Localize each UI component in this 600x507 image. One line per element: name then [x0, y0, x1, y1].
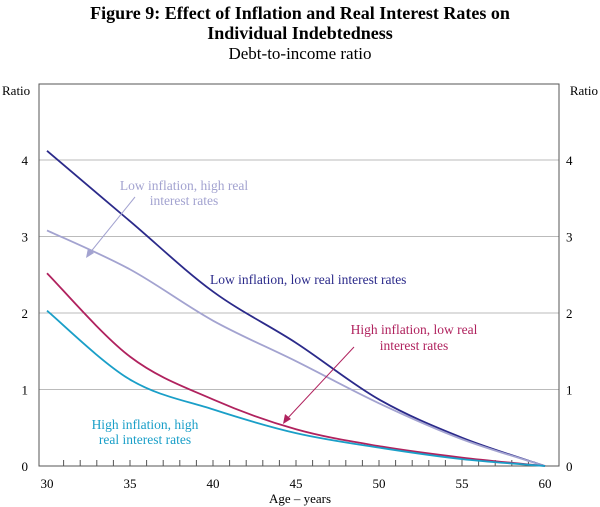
x-tick-label: 60 [539, 476, 552, 491]
series-line-0 [46, 150, 546, 467]
y-tick-label-left: 2 [22, 306, 29, 321]
y-axis-label-right: Ratio [570, 83, 598, 98]
y-tick-label-right: 1 [566, 383, 573, 398]
svg-text:High inflation, low real: High inflation, low real [351, 322, 478, 337]
series-line-1 [46, 229, 546, 467]
annotation-high-inflation-low-real: High inflation, low real interest rates [283, 322, 478, 424]
y-axis-label-left: Ratio [2, 83, 30, 98]
chart-title-line2: Individual Indebtedness [207, 23, 393, 43]
series-line-3 [46, 310, 546, 467]
x-tick-label: 45 [290, 476, 303, 491]
annotation-low-inflation-low-real: Low inflation, low real interest rates [210, 272, 406, 287]
plot-frame [38, 83, 560, 467]
svg-text:Low inflation, high real: Low inflation, high real [120, 178, 248, 193]
y-tick-label-left: 4 [22, 153, 29, 168]
svg-text:interest rates: interest rates [380, 338, 449, 353]
y-tick-label-right: 2 [566, 306, 573, 321]
chart-title: Figure 9: Effect of Inflation and Real I… [90, 3, 510, 23]
annotation-low-inflation-high-real: Low inflation, high real interest rates [86, 178, 248, 258]
svg-text:interest rates: interest rates [150, 193, 219, 208]
x-tick-label: 55 [456, 476, 469, 491]
annotation-high-inflation-high-real: High inflation, high real interest rates [92, 417, 199, 447]
y-tick-label-right: 3 [566, 230, 573, 245]
y-tick-label-right: 4 [566, 153, 573, 168]
series-line-2 [46, 272, 546, 467]
arrow-high-inflation-low-real [285, 346, 355, 421]
svg-text:Low inflation, low real intere: Low inflation, low real interest rates [210, 272, 406, 287]
svg-text:real interest rates: real interest rates [99, 432, 191, 447]
x-tick-label: 40 [207, 476, 220, 491]
chart-subtitle: Debt-to-income ratio [228, 44, 371, 63]
arrowhead-icon [283, 414, 291, 424]
x-tick-label: 30 [41, 476, 54, 491]
y-tick-label-left: 0 [22, 459, 29, 474]
svg-text:High inflation, high: High inflation, high [92, 417, 199, 432]
arrowhead-icon [86, 248, 94, 258]
x-tick-label: 35 [124, 476, 137, 491]
y-tick-label-left: 1 [22, 383, 29, 398]
x-axis-label: Age – years [269, 491, 331, 506]
arrow-low-inflation-high-real [88, 196, 136, 255]
x-tick-label: 50 [373, 476, 386, 491]
y-tick-label-right: 0 [566, 459, 573, 474]
y-tick-label-left: 3 [22, 230, 29, 245]
